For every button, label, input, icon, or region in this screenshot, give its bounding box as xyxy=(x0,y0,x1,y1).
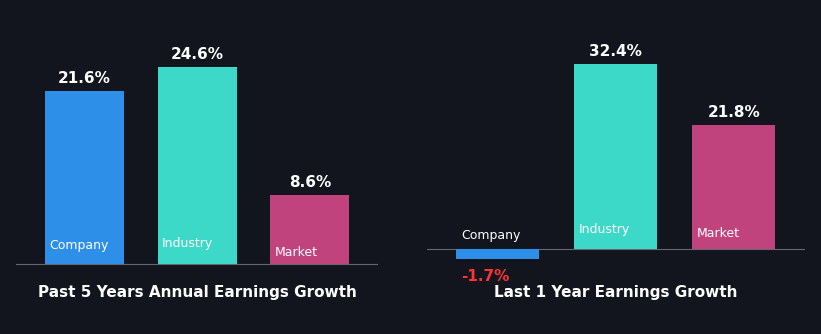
Text: -1.7%: -1.7% xyxy=(461,270,510,285)
Text: 21.8%: 21.8% xyxy=(708,105,760,120)
Text: Company: Company xyxy=(49,239,108,252)
Text: 24.6%: 24.6% xyxy=(171,47,223,62)
Bar xyxy=(44,91,124,264)
Bar xyxy=(575,64,657,249)
X-axis label: Last 1 Year Earnings Growth: Last 1 Year Earnings Growth xyxy=(494,285,737,300)
Text: 21.6%: 21.6% xyxy=(57,71,111,86)
Bar xyxy=(270,195,350,264)
Text: Industry: Industry xyxy=(579,223,631,236)
Text: Market: Market xyxy=(275,246,318,259)
Text: Industry: Industry xyxy=(162,237,213,250)
Text: 8.6%: 8.6% xyxy=(289,175,331,190)
Bar xyxy=(456,249,539,259)
Bar xyxy=(158,67,236,264)
X-axis label: Past 5 Years Annual Earnings Growth: Past 5 Years Annual Earnings Growth xyxy=(38,285,356,300)
Bar xyxy=(692,125,775,249)
Text: 32.4%: 32.4% xyxy=(589,44,642,59)
Text: Market: Market xyxy=(697,227,741,240)
Text: Company: Company xyxy=(461,229,521,242)
